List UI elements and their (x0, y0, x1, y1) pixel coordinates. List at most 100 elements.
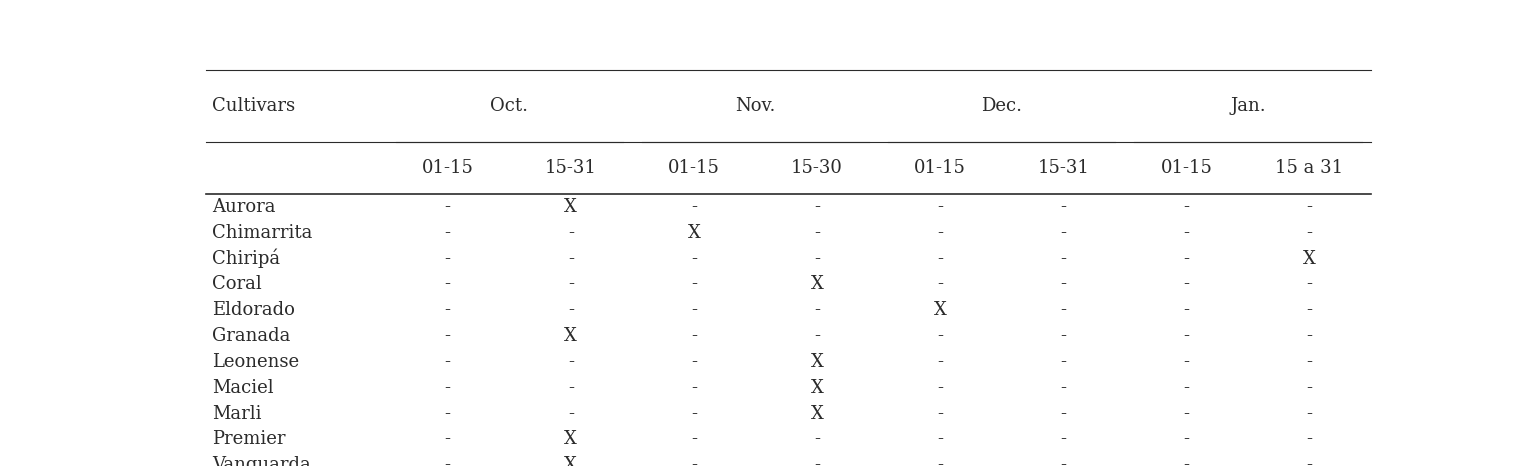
Text: -: - (568, 302, 574, 319)
Text: -: - (568, 379, 574, 397)
Text: 01-15: 01-15 (1160, 159, 1212, 177)
Text: X: X (934, 302, 946, 319)
Text: X: X (810, 275, 824, 294)
Text: -: - (1183, 379, 1189, 397)
Text: Vanguarda: Vanguarda (212, 456, 311, 466)
Text: 15-30: 15-30 (792, 159, 844, 177)
Text: -: - (815, 327, 821, 345)
Text: -: - (690, 198, 696, 216)
Text: -: - (690, 327, 696, 345)
Text: -: - (690, 302, 696, 319)
Text: -: - (568, 275, 574, 294)
Text: -: - (690, 250, 696, 267)
Text: 01-15: 01-15 (422, 159, 474, 177)
Text: Chimarrita: Chimarrita (212, 224, 313, 242)
Text: -: - (568, 250, 574, 267)
Text: -: - (445, 224, 451, 242)
Text: -: - (937, 250, 943, 267)
Text: -: - (1307, 275, 1313, 294)
Text: -: - (1307, 198, 1313, 216)
Text: -: - (815, 431, 821, 448)
Text: -: - (937, 379, 943, 397)
Text: -: - (1183, 302, 1189, 319)
Text: -: - (937, 327, 943, 345)
Text: X: X (565, 456, 577, 466)
Text: -: - (1307, 327, 1313, 345)
Text: Coral: Coral (212, 275, 262, 294)
Text: -: - (1183, 353, 1189, 371)
Text: Eldorado: Eldorado (212, 302, 295, 319)
Text: -: - (445, 327, 451, 345)
Text: Jan.: Jan. (1230, 97, 1266, 115)
Text: -: - (1183, 275, 1189, 294)
Text: -: - (568, 353, 574, 371)
Text: X: X (810, 353, 824, 371)
Text: Nov.: Nov. (735, 97, 776, 115)
Text: -: - (445, 353, 451, 371)
Text: -: - (1183, 327, 1189, 345)
Text: 15 a 31: 15 a 31 (1275, 159, 1344, 177)
Text: -: - (568, 224, 574, 242)
Text: Granada: Granada (212, 327, 290, 345)
Text: X: X (565, 198, 577, 216)
Text: -: - (690, 275, 696, 294)
Text: -: - (690, 456, 696, 466)
Text: -: - (1183, 456, 1189, 466)
Text: -: - (445, 302, 451, 319)
Text: -: - (690, 404, 696, 423)
Text: Marli: Marli (212, 404, 261, 423)
Text: -: - (445, 404, 451, 423)
Text: Oct.: Oct. (491, 97, 528, 115)
Text: -: - (815, 198, 821, 216)
Text: -: - (1060, 353, 1066, 371)
Text: -: - (937, 275, 943, 294)
Text: -: - (445, 379, 451, 397)
Text: -: - (1060, 275, 1066, 294)
Text: Leonense: Leonense (212, 353, 299, 371)
Text: -: - (1060, 250, 1066, 267)
Text: -: - (1183, 198, 1189, 216)
Text: -: - (1060, 431, 1066, 448)
Text: Dec.: Dec. (982, 97, 1022, 115)
Text: -: - (937, 431, 943, 448)
Text: Chiripá: Chiripá (212, 249, 281, 268)
Text: -: - (1060, 327, 1066, 345)
Text: -: - (937, 456, 943, 466)
Text: -: - (445, 456, 451, 466)
Text: -: - (815, 224, 821, 242)
Text: -: - (1307, 404, 1313, 423)
Text: 15-31: 15-31 (545, 159, 597, 177)
Text: -: - (445, 431, 451, 448)
Text: Premier: Premier (212, 431, 285, 448)
Text: -: - (1060, 198, 1066, 216)
Text: -: - (1307, 302, 1313, 319)
Text: -: - (1183, 431, 1189, 448)
Text: -: - (690, 431, 696, 448)
Text: -: - (1060, 224, 1066, 242)
Text: X: X (810, 404, 824, 423)
Text: Aurora: Aurora (212, 198, 276, 216)
Text: -: - (937, 404, 943, 423)
Text: -: - (1183, 404, 1189, 423)
Text: 01-15: 01-15 (667, 159, 719, 177)
Text: Maciel: Maciel (212, 379, 273, 397)
Text: -: - (1307, 456, 1313, 466)
Text: -: - (445, 198, 451, 216)
Text: 15-31: 15-31 (1037, 159, 1089, 177)
Text: -: - (937, 198, 943, 216)
Text: -: - (1307, 353, 1313, 371)
Text: -: - (568, 404, 574, 423)
Text: -: - (815, 250, 821, 267)
Text: -: - (1060, 302, 1066, 319)
Text: -: - (1183, 250, 1189, 267)
Text: -: - (937, 353, 943, 371)
Text: X: X (1302, 250, 1316, 267)
Text: -: - (690, 379, 696, 397)
Text: -: - (815, 302, 821, 319)
Text: -: - (1060, 456, 1066, 466)
Text: X: X (687, 224, 701, 242)
Text: X: X (565, 327, 577, 345)
Text: -: - (1183, 224, 1189, 242)
Text: X: X (565, 431, 577, 448)
Text: -: - (445, 275, 451, 294)
